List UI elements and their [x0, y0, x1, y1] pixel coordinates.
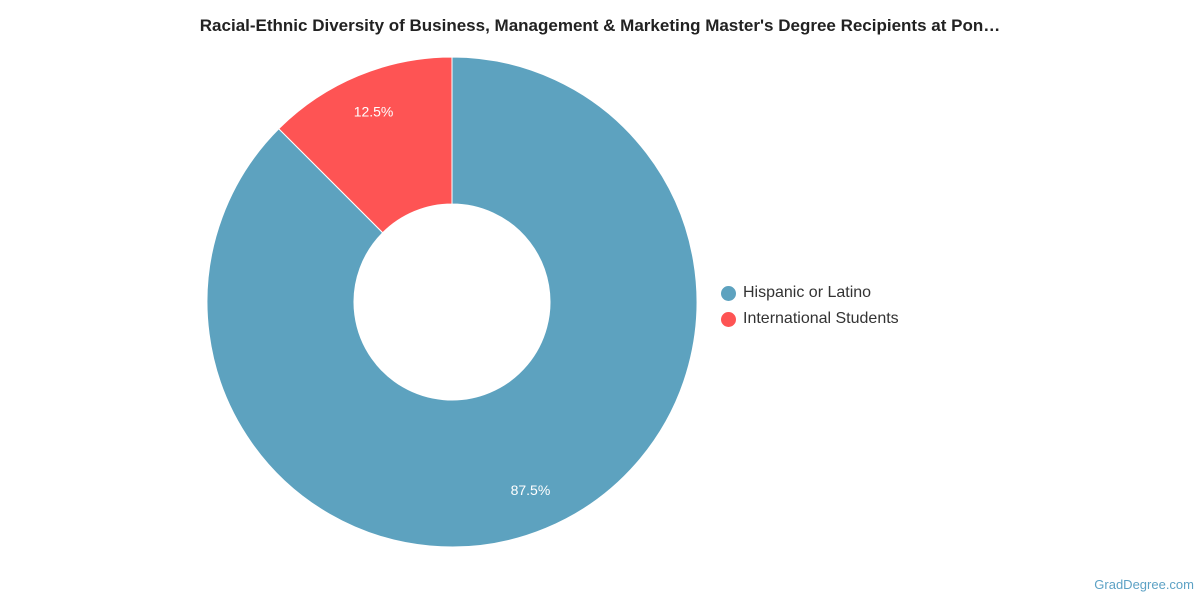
- slice-international-students[interactable]: [278, 56, 453, 234]
- slice-hispanic-or-latino[interactable]: [206, 56, 698, 548]
- legend-swatch-hispanic-or-latino: [721, 285, 736, 301]
- legend-item-hispanic-or-latino[interactable]: Hispanic or Latino: [721, 280, 899, 306]
- data-label-hispanic-or-latino: 87.5%: [511, 482, 551, 498]
- legend-label-hispanic-or-latino: Hispanic or Latino: [743, 284, 872, 301]
- donut-data-labels: 87.5% 12.5%: [354, 103, 551, 498]
- legend-label-international-students: International Students: [743, 310, 899, 327]
- data-label-international-students: 12.5%: [354, 103, 394, 119]
- chart-legend: Hispanic or Latino International Student…: [721, 280, 899, 332]
- legend-item-international-students[interactable]: International Students: [721, 306, 899, 332]
- legend-swatch-international-students: [721, 311, 736, 327]
- chart-title: Racial-Ethnic Diversity of Business, Man…: [199, 16, 1001, 35]
- donut-slices: [206, 56, 698, 548]
- source-credit[interactable]: GradDegree.com: [1094, 577, 1194, 592]
